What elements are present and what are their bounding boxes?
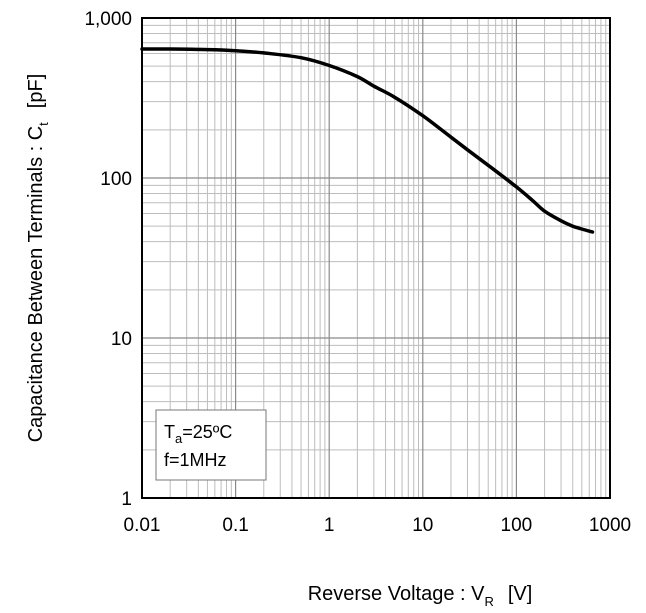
y-axis-label: Capacitance Between Terminals : Ct[pF] <box>25 74 51 443</box>
y-tick-label: 1,000 <box>84 9 132 30</box>
plot-frame <box>141 17 611 499</box>
x-tick-label: 0.01 <box>124 515 161 536</box>
conditions-box: Ta=25ºC f=1MHz <box>155 409 267 481</box>
y-tick-labels: 1 10 100 1,000 <box>84 9 132 510</box>
x-tick-labels: 0.01 0.1 1 10 100 1000 <box>124 515 632 536</box>
minor-gridlines <box>142 18 610 498</box>
x-tick-label: 1000 <box>589 515 631 536</box>
data-series <box>140 47 595 234</box>
y-tick-label: 100 <box>100 169 132 190</box>
x-tick-label: 0.1 <box>222 515 248 536</box>
x-tick-label: 1 <box>324 515 335 536</box>
y-tick-label: 10 <box>111 329 132 350</box>
y-tick-label: 1 <box>121 489 132 510</box>
conditions-line-2: f=1MHz <box>164 450 227 470</box>
capacitance-curve <box>140 47 595 234</box>
x-tick-label: 10 <box>412 515 433 536</box>
x-tick-label: 100 <box>501 515 533 536</box>
conditions-line-1: Ta=25ºC <box>164 422 232 446</box>
x-axis-label: Reverse Voltage : VR [V] <box>308 583 533 609</box>
